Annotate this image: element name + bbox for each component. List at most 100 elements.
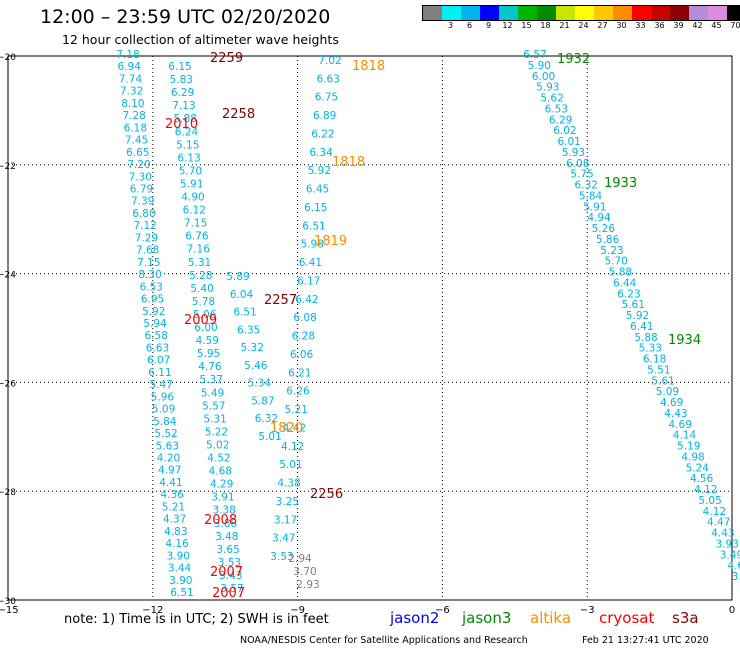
legend-swatch [689, 6, 708, 20]
pass-time-label: 1932 [557, 52, 590, 67]
wave-height-value: 6.04 [230, 289, 254, 301]
legend-label: 9 [485, 21, 492, 30]
wave-height-value: 5.90 [528, 60, 551, 72]
lon-tick-label: −15 [0, 605, 19, 616]
wave-height-value: 6.35 [237, 324, 260, 336]
wave-height-value: 6.79 [130, 184, 153, 196]
wave-height-value: 6.75 [315, 92, 338, 104]
wave-height-value: 6.63 [317, 73, 340, 85]
legend-swatch [651, 6, 670, 20]
wave-height-value: 4.14 [673, 430, 697, 442]
legend-label: 27 [597, 21, 608, 30]
legend-label: 21 [559, 21, 570, 30]
wave-height-value: 6.65 [126, 147, 149, 159]
wave-height-value: 6.45 [306, 184, 329, 196]
wave-height-value: 5.61 [622, 299, 645, 311]
wave-height-value: 4.68 [209, 466, 232, 478]
wave-height-value: 5.37 [200, 374, 223, 386]
wave-height-value: 6.95 [141, 294, 164, 306]
legend-swatch [613, 6, 632, 20]
wave-height-value: 4.98 [681, 451, 704, 463]
legend-swatch [727, 6, 740, 20]
pass-time-label: 2009 [184, 313, 217, 328]
wave-height-value: 3.49 [720, 549, 740, 561]
wave-height-value: 5.28 [189, 270, 212, 282]
wave-height-value: 5.91 [583, 201, 606, 213]
page-subtitle: 12 hour collection of altimeter wave hei… [62, 32, 339, 47]
wave-height-value: 7.16 [187, 244, 211, 256]
legend-swatch [575, 6, 594, 20]
wave-height-value: 4.97 [158, 465, 181, 477]
wave-height-value: 5.33 [639, 343, 662, 355]
legend-swatch [499, 6, 518, 20]
wave-height-value: 5.40 [190, 283, 213, 295]
pass-time-labels: 2259 2258 2010 2257 2009 2256 2008 2007 2007 1818… [165, 51, 701, 601]
wave-height-value: 5.19 [677, 441, 700, 453]
wave-height-value: 5.84 [579, 190, 603, 202]
wave-height-value: 8.10 [121, 98, 144, 110]
wave-height-value: 5.84 [153, 416, 177, 428]
wave-height-value: 6.53 [140, 281, 163, 293]
wave-height-value: 6.12 [183, 205, 206, 217]
wave-height-value: 7.39 [131, 196, 154, 208]
satellite-altika: altika [530, 609, 572, 627]
wave-height-value: 6.51 [302, 220, 325, 232]
wave-height-value: 4.52 [207, 453, 230, 465]
wave-height-value: 6.08 [566, 158, 589, 170]
wave-height-value: 3.65 [216, 544, 239, 556]
wave-height-value: 5.31 [188, 257, 211, 269]
wave-height-value: 5.06 [193, 309, 217, 321]
wave-height-value: 6.08 [293, 312, 316, 324]
pass-time-label: 1818 [332, 155, 365, 170]
wave-height-value: 5.93 [536, 82, 559, 94]
legend-swatch [518, 6, 537, 20]
wave-height-value: 7.18 [116, 49, 139, 61]
map-border [7, 55, 733, 601]
wave-height-value: 4.83 [164, 526, 187, 538]
wave-height-value: 5.96 [151, 391, 175, 403]
lon-tick-label: −6 [435, 605, 450, 616]
wave-height-value: 6.15 [168, 61, 191, 73]
legend-label: 24 [578, 21, 589, 30]
lat-tick-label: −24 [0, 271, 16, 281]
wave-height-value: 4.56 [690, 473, 714, 485]
footer-date: Feb 21 13:27:41 UTC 2020 [582, 635, 709, 646]
wave-height-value: 5.05 [698, 495, 721, 507]
pass-time-label: 2257 [264, 293, 297, 308]
wave-height-value: 5.21 [285, 404, 308, 416]
wave-height-value: 5.88 [609, 267, 632, 279]
wave-height-value: 5.47 [149, 379, 172, 391]
wave-height-value: 4.36 [160, 489, 184, 501]
wave-height-value: 5.83 [170, 74, 193, 86]
wave-height-value: 5.21 [162, 501, 185, 513]
wave-height-value: 5.75 [570, 169, 593, 181]
wave-height-value: 7.13 [172, 100, 195, 112]
page-title: 12:00 – 23:59 UTC 02/20/2020 [40, 6, 331, 28]
wave-height-value: 6.18 [643, 354, 666, 366]
color-legend [422, 5, 740, 21]
wave-height-value: 4.16 [165, 538, 189, 550]
satellite-jason3: jason3 [462, 609, 512, 627]
wave-height-value: 4.59 [196, 335, 219, 347]
legend-label: 12 [502, 21, 513, 30]
wave-height-value: 5.49 [201, 387, 224, 399]
wave-height-value: 5.92 [626, 310, 649, 322]
wave-height-value: 3.47 [272, 533, 295, 545]
wave-height-value: 5.01 [258, 431, 281, 443]
legend-swatch [708, 6, 727, 20]
pass-time-label: 2007 [210, 565, 243, 580]
wave-height-value: 5.88 [174, 113, 197, 125]
wave-height-value: 4.76 [198, 361, 222, 373]
wave-height-value: 8.30 [138, 269, 161, 281]
footer-note: note: 1) Time is in UTC; 2) SWH is in fe… [64, 612, 329, 627]
wave-height-value: 4.43 [711, 528, 734, 540]
wave-height-value: 7.29 [135, 232, 158, 244]
wave-height-value: 4.38 [277, 478, 300, 490]
wave-height-value: 6.24 [175, 126, 199, 138]
wave-height-value: 4.29 [210, 479, 233, 491]
wave-height-value: 6.51 [170, 587, 193, 599]
wave-height-value: 4.12 [703, 506, 726, 518]
wave-height-value: 6.44 [613, 277, 637, 289]
lon-tick-label: −12 [142, 605, 163, 616]
wave-height-value: 4.69 [669, 419, 692, 431]
